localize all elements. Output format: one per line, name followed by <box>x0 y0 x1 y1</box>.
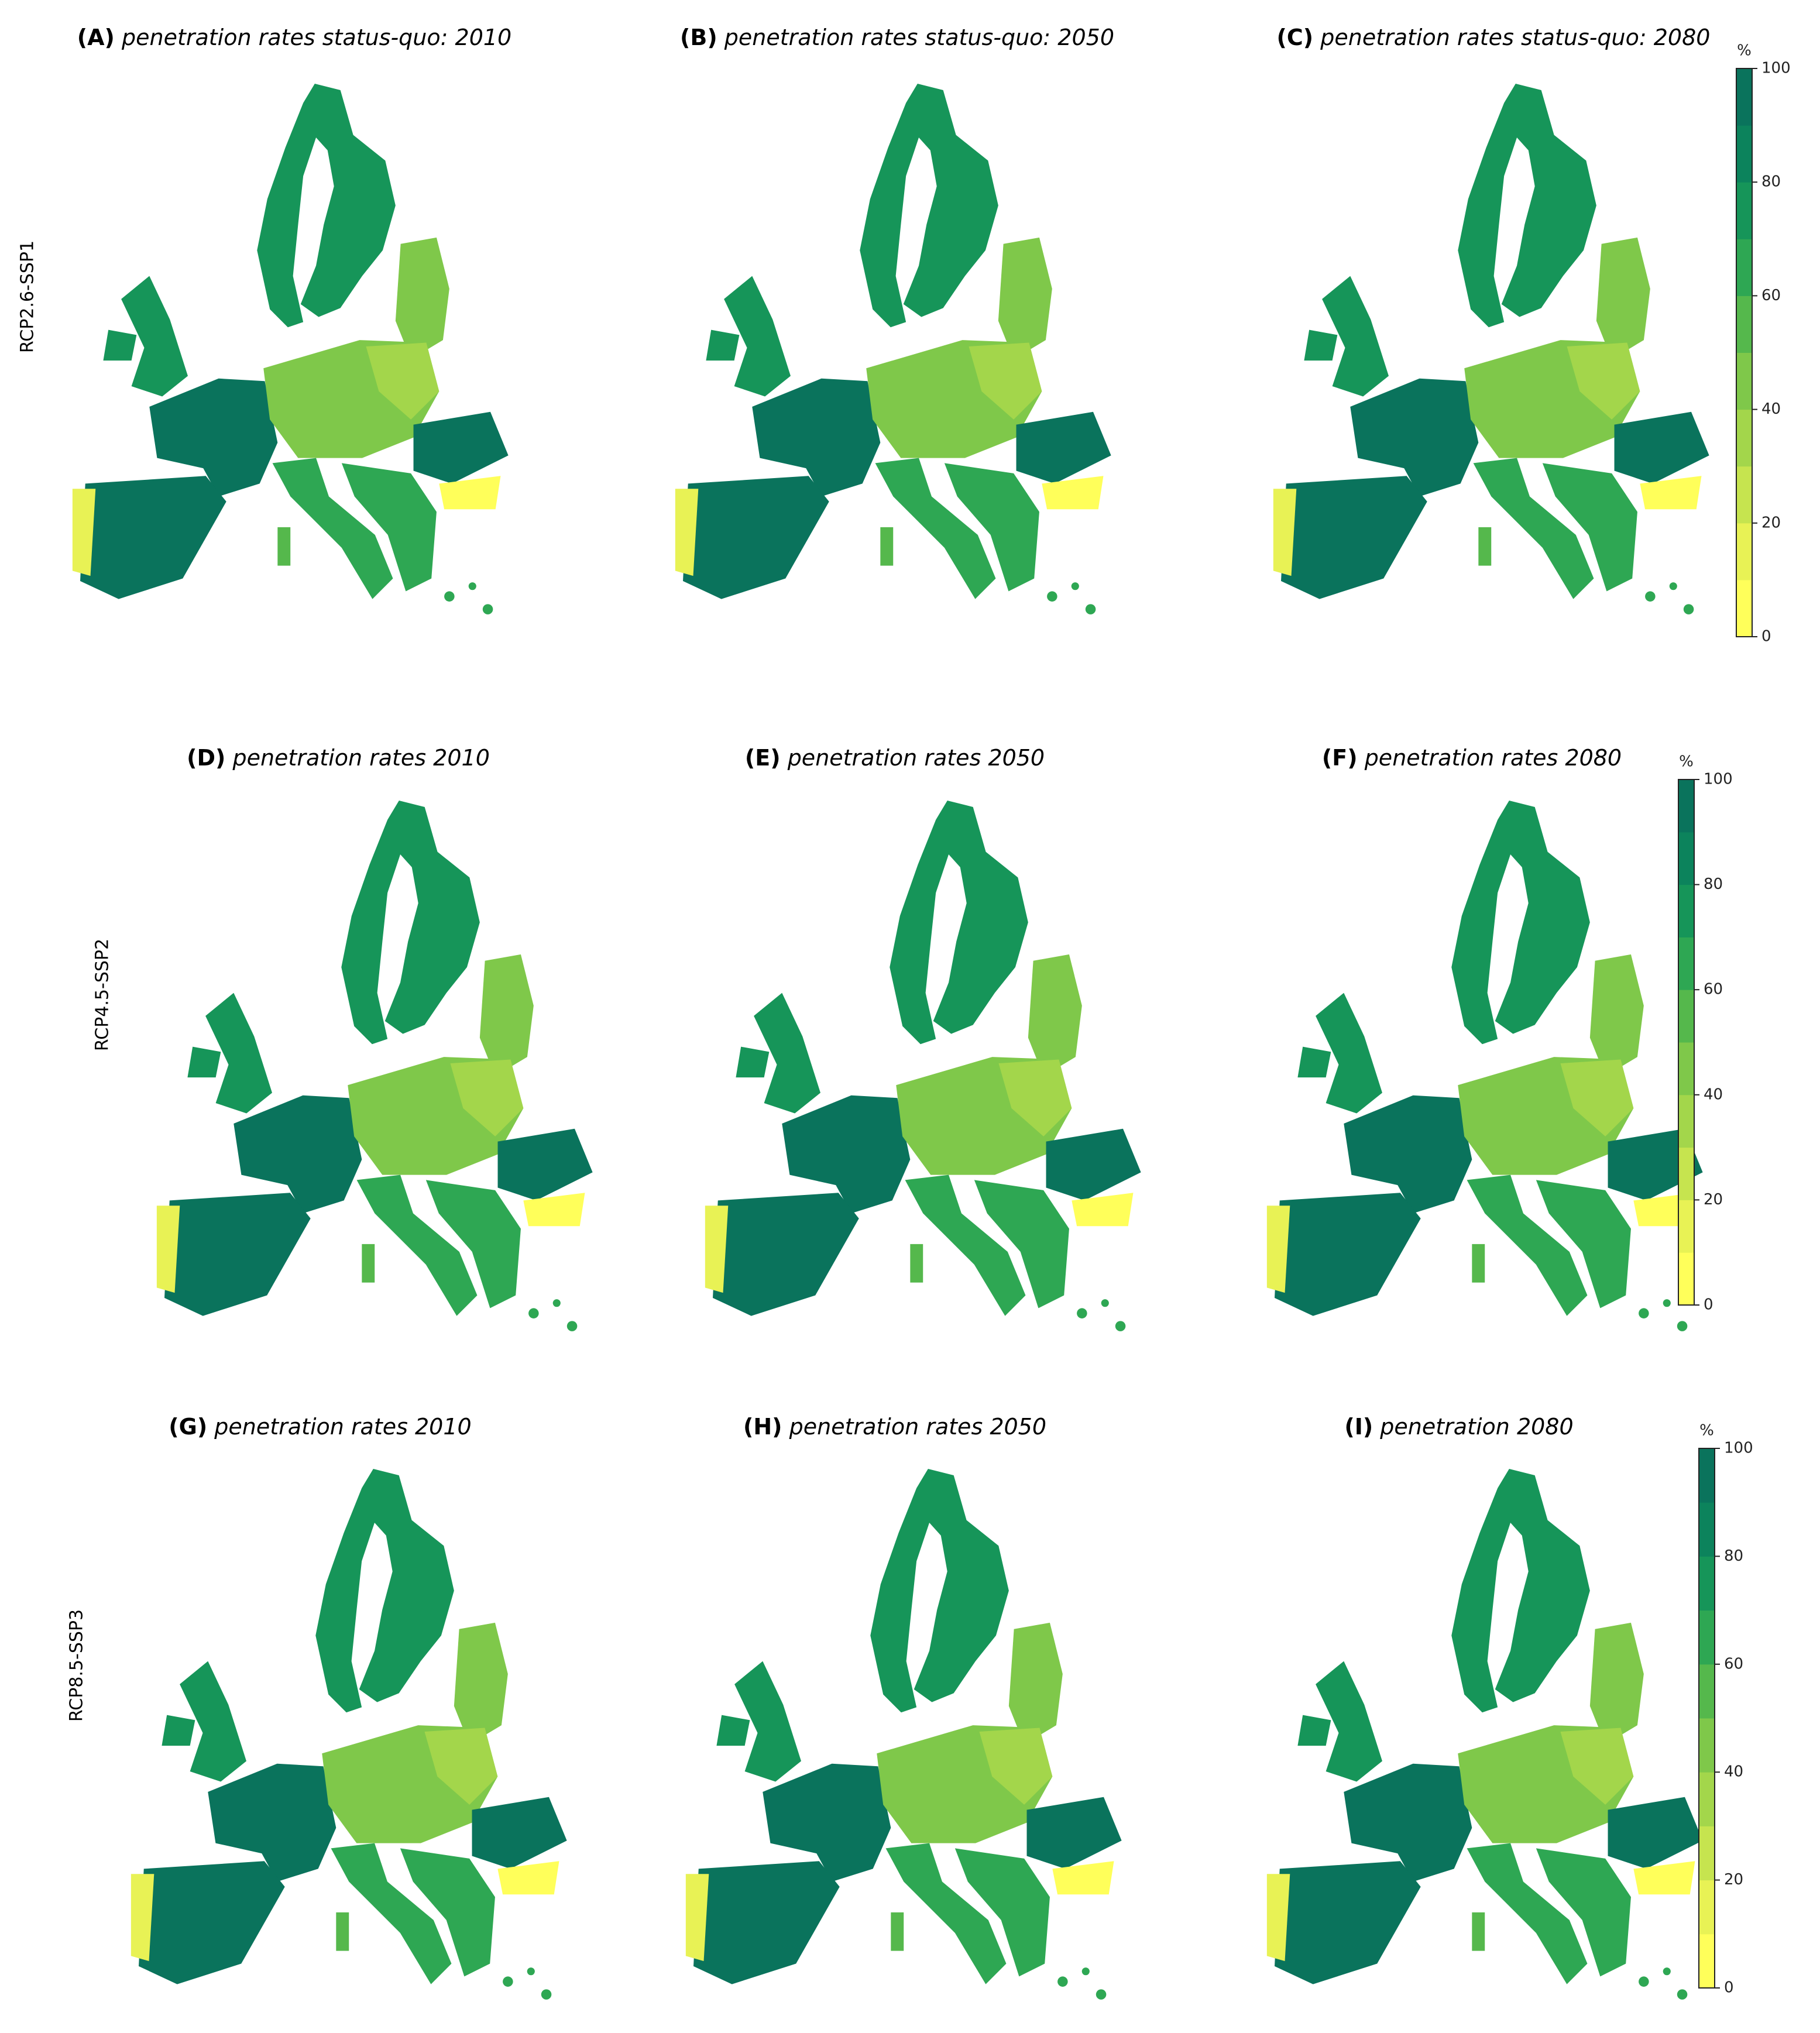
colorbar-bin <box>1736 182 1752 239</box>
colorbar-bin <box>1678 990 1694 1043</box>
colorbar-bin <box>1678 1252 1694 1306</box>
colorbar-bin <box>1699 1502 1715 1557</box>
colorbar-bin <box>1736 523 1752 581</box>
colorbar-tick-label: 80 <box>1724 1547 1743 1565</box>
colorbar-tick-label: 20 <box>1704 1191 1723 1208</box>
colorbar-bin <box>1678 884 1694 937</box>
colorbar-bin <box>1736 466 1752 524</box>
map <box>156 801 593 1331</box>
colorbar-tick-label: 0 <box>1724 1979 1734 1997</box>
colorbar-unit: % <box>1737 42 1752 60</box>
row-label: RCP8.5-SSP3 <box>67 1609 87 1722</box>
colorbar-bin <box>1699 1772 1715 1826</box>
map <box>131 1469 567 2000</box>
panel-label: (A) <box>77 25 115 50</box>
colorbar-tick-label: 100 <box>1761 60 1791 77</box>
colorbar-frame <box>1698 1448 1715 1989</box>
row-label: RCP2.6-SSP1 <box>18 241 38 353</box>
panel-title-text: penetration rates 2050 <box>787 745 1045 771</box>
colorbar-tick-label: 60 <box>1704 981 1723 998</box>
panel-title: (I) penetration 2080 <box>1344 1414 1573 1440</box>
colorbar-bin <box>1736 409 1752 467</box>
map <box>675 84 1111 614</box>
panel-title: (A) penetration rates status-quo: 2010 <box>77 25 511 50</box>
panel-label: (C) <box>1277 25 1314 50</box>
colorbar-bin <box>1736 296 1752 353</box>
colorbar-tick-label: 0 <box>1761 628 1771 645</box>
colorbar-bin <box>1736 125 1752 183</box>
panel-title: (D) penetration rates 2010 <box>187 745 490 771</box>
colorbar-bin <box>1678 1094 1694 1148</box>
map <box>1266 801 1703 1331</box>
panel-label: (B) <box>680 25 717 50</box>
panel-title-text: penetration rates status-quo: 2080 <box>1320 25 1710 50</box>
map <box>1273 84 1709 614</box>
colorbar-bin <box>1736 352 1752 410</box>
colorbar-bin <box>1699 1718 1715 1773</box>
colorbar-bin <box>1678 779 1694 833</box>
panel-label: (D) <box>187 745 225 771</box>
panel-label: (I) <box>1344 1414 1373 1440</box>
colorbar-tick-label: 60 <box>1761 287 1781 304</box>
colorbar-bin <box>1678 937 1694 990</box>
panel-title: (F) penetration rates 2080 <box>1322 745 1622 771</box>
panel-title: (C) penetration rates status-quo: 2080 <box>1277 25 1711 50</box>
panel-title-text: penetration rates 2050 <box>789 1414 1046 1440</box>
colorbar-tick-label: 20 <box>1724 1871 1743 1888</box>
panel-title: (H) penetration rates 2050 <box>743 1414 1046 1440</box>
colorbar-bin <box>1736 579 1752 637</box>
map <box>705 801 1141 1331</box>
colorbar-bin <box>1699 1664 1715 1719</box>
panel-label: (H) <box>743 1414 782 1440</box>
colorbar-tick-label: 40 <box>1724 1763 1743 1781</box>
panel-title-text: penetration rates 2010 <box>214 1414 471 1440</box>
map <box>1266 1469 1703 2000</box>
colorbar-bin <box>1699 1448 1715 1503</box>
colorbar-tick-label: 100 <box>1724 1440 1753 1457</box>
colorbar-bin <box>1736 68 1752 126</box>
panel-title: (E) penetration rates 2050 <box>745 745 1045 771</box>
colorbar-tick-label: 20 <box>1761 514 1781 531</box>
colorbar-frame <box>1736 68 1753 637</box>
row-label: RCP4.5-SSP2 <box>92 939 113 1051</box>
colorbar-unit: % <box>1679 753 1694 771</box>
colorbar-tick-label: 80 <box>1761 173 1781 191</box>
panel-title-text: penetration rates status-quo: 2050 <box>724 25 1114 50</box>
colorbar-tick-label: 100 <box>1704 771 1733 788</box>
map <box>685 1469 1122 2000</box>
colorbar-bin <box>1699 1934 1715 1989</box>
colorbar-bin <box>1678 832 1694 885</box>
colorbar-bin <box>1699 1556 1715 1611</box>
panel-title-text: penetration 2080 <box>1379 1414 1573 1440</box>
panel-title: (B) penetration rates status-quo: 2050 <box>680 25 1114 50</box>
colorbar-bin <box>1678 1200 1694 1253</box>
colorbar-bin <box>1736 239 1752 296</box>
colorbar-tick-label: 0 <box>1704 1296 1713 1314</box>
map <box>72 84 509 614</box>
colorbar-bin <box>1678 1147 1694 1200</box>
colorbar-tick-label: 80 <box>1704 875 1723 893</box>
colorbar-tick-label: 60 <box>1724 1655 1743 1673</box>
panel-label: (G) <box>169 1414 207 1440</box>
colorbar-unit: % <box>1699 1422 1714 1440</box>
panel-label: (F) <box>1322 745 1358 771</box>
colorbar-tick-label: 40 <box>1761 400 1781 418</box>
colorbar-bin <box>1699 1826 1715 1881</box>
panel-title-text: penetration rates 2080 <box>1364 745 1622 771</box>
colorbar-bin <box>1699 1880 1715 1935</box>
colorbar-tick-label: 40 <box>1704 1086 1723 1103</box>
panel-title-text: penetration rates 2010 <box>232 745 489 771</box>
colorbar-bin <box>1699 1610 1715 1665</box>
colorbar-frame <box>1678 779 1695 1306</box>
panel-title-text: penetration rates status-quo: 2010 <box>121 25 511 50</box>
panel-title: (G) penetration rates 2010 <box>169 1414 471 1440</box>
colorbar-bin <box>1678 1042 1694 1096</box>
panel-label: (E) <box>745 745 781 771</box>
